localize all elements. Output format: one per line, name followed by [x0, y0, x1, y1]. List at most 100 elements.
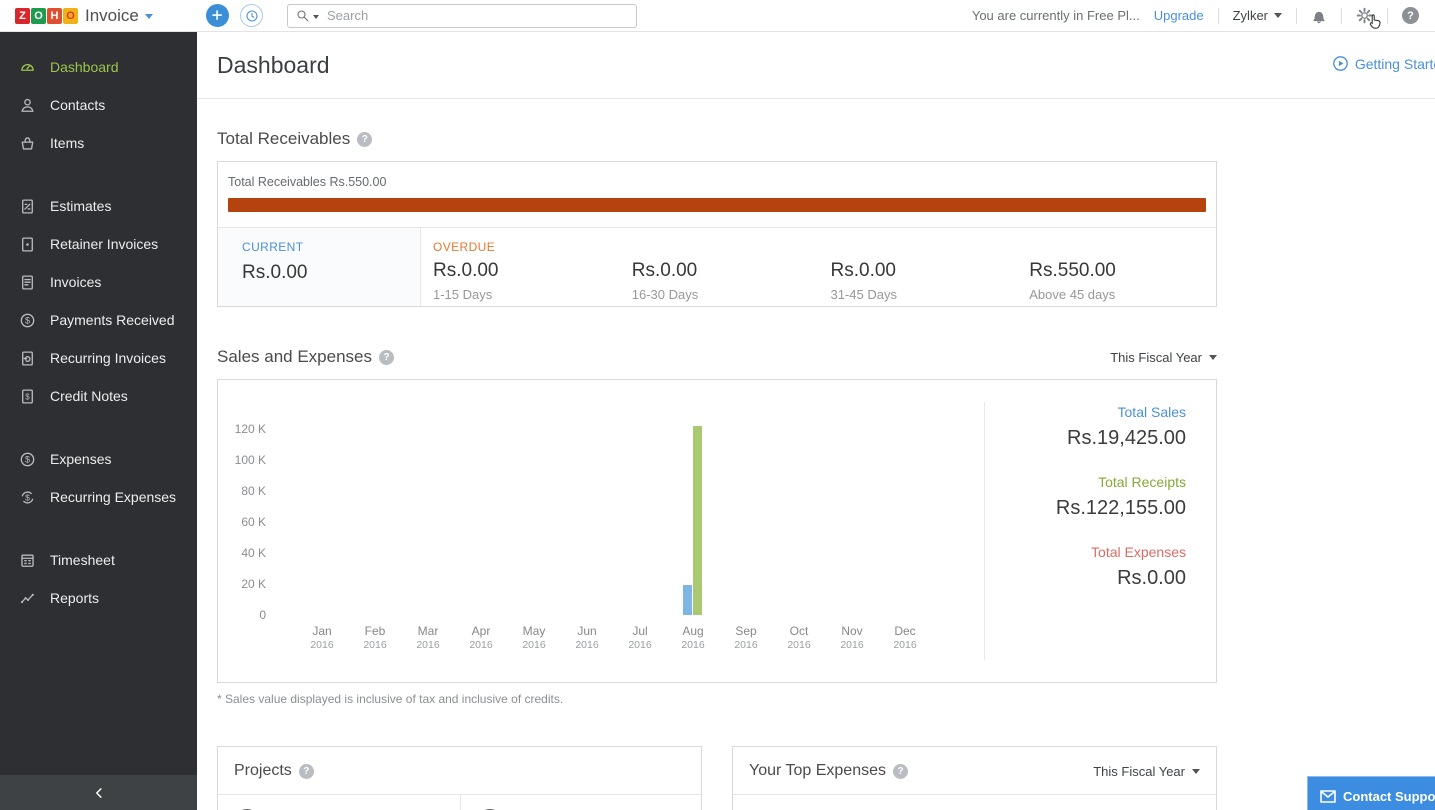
svg-text:$: $ — [25, 492, 30, 502]
receivable-bucket: Rs.0.00 16-30 Days — [620, 228, 819, 306]
invoices-icon — [19, 274, 36, 291]
total-label: Total Receipts — [1098, 474, 1186, 490]
project-cell — [218, 795, 460, 810]
retainer-invoices-icon — [19, 236, 36, 253]
top-expenses-title: Your Top Expenses ? — [749, 762, 908, 780]
top-expenses-card: Your Top Expenses ? This Fiscal Year — [732, 746, 1217, 810]
divider — [1217, 7, 1219, 24]
y-axis-tick: 80 K — [241, 484, 266, 498]
getting-started-link[interactable]: Getting Started — [1332, 55, 1435, 72]
y-axis-tick: 100 K — [234, 453, 266, 467]
current-amount: Rs.0.00 — [242, 262, 308, 283]
contacts-icon — [19, 97, 36, 114]
divider — [1296, 7, 1297, 24]
search-scope-caret-icon[interactable] — [313, 14, 319, 19]
projects-title: Projects ? — [234, 762, 314, 780]
receivables-help-icon[interactable]: ? — [357, 131, 373, 147]
sidebar-item-credit-notes[interactable]: $ Credit Notes — [0, 377, 197, 415]
sidebar-collapse-button[interactable] — [0, 775, 197, 810]
expenses-icon: $ — [19, 451, 36, 468]
sales-footnote: * Sales value displayed is inclusive of … — [217, 692, 564, 706]
y-axis-tick: 60 K — [241, 515, 266, 529]
sidebar-item-timesheet[interactable]: Timesheet — [0, 541, 197, 579]
sidebar-nav: Dashboard Contacts Items Estimates Retainer … — [0, 32, 197, 617]
sales-expenses-help-icon[interactable]: ? — [379, 349, 394, 365]
sidebar-item-label: Payments Received — [50, 312, 175, 328]
quick-create-button[interactable] — [206, 4, 229, 27]
sidebar-item-label: Expenses — [50, 451, 112, 467]
main-area: Dashboard Getting Started Total Receivab… — [197, 32, 1435, 810]
gear-icon — [1356, 7, 1373, 24]
search-input[interactable] — [327, 8, 628, 23]
sidebar-item-expenses[interactable]: $ Expenses — [0, 440, 197, 478]
sidebar-item-recurring-invoices[interactable]: Recurring Invoices — [0, 339, 197, 377]
bar-sales-aug-2016[interactable] — [683, 584, 692, 615]
dashboard-icon — [19, 59, 36, 76]
total-total-sales: Total Sales Rs.19,425.00 — [985, 404, 1186, 450]
sidebar-item-estimates[interactable]: Estimates — [0, 187, 197, 225]
sidebar-item-contacts[interactable]: Contacts — [0, 86, 197, 124]
payments-received-icon: $ — [19, 312, 36, 329]
sidebar-item-label: Timesheet — [50, 552, 115, 568]
help-button[interactable]: ? — [1402, 7, 1419, 24]
notifications-button[interactable] — [1311, 8, 1327, 24]
divider — [1387, 7, 1388, 24]
receivables-bar[interactable] — [228, 198, 1206, 212]
bar-receipts-aug-2016[interactable] — [693, 425, 702, 615]
org-selector[interactable]: Zylker — [1233, 8, 1282, 23]
sidebar-item-items[interactable]: Items — [0, 124, 197, 162]
settings-button[interactable] — [1356, 7, 1373, 24]
y-axis-tick: 40 K — [241, 546, 266, 560]
x-axis-tick: Sep 2016 — [734, 624, 758, 651]
overdue-label — [1029, 240, 1216, 257]
projects-help-icon[interactable]: ? — [298, 763, 314, 779]
x-axis-tick: Oct 2016 — [787, 624, 811, 651]
contact-support-button[interactable]: Contact Support — [1307, 776, 1435, 810]
logo-tile: Z — [15, 7, 30, 24]
x-axis-tick: Mar 2016 — [416, 624, 440, 651]
sales-expenses-period-select[interactable]: This Fiscal Year — [1110, 350, 1217, 365]
caret-down-icon — [1192, 768, 1200, 774]
top-expenses-period-select[interactable]: This Fiscal Year — [1093, 764, 1200, 779]
play-circle-icon — [1332, 55, 1349, 72]
sidebar-item-recurring-expenses[interactable]: $ Recurring Expenses — [0, 478, 197, 516]
sales-expenses-section-title: Sales and Expenses ? — [217, 347, 394, 367]
receivables-summary: Total Receivables Rs.550.00 — [228, 175, 387, 189]
total-amount: Rs.19,425.00 — [1067, 427, 1186, 449]
bell-icon — [1311, 8, 1327, 24]
upgrade-link[interactable]: Upgrade — [1153, 8, 1204, 23]
x-axis-tick: May 2016 — [522, 624, 546, 651]
svg-text:$: $ — [25, 454, 30, 464]
bucket-range: 31-45 Days — [830, 287, 897, 302]
search-icon — [296, 9, 310, 23]
recent-activity-button[interactable] — [240, 4, 263, 27]
receivable-bucket: Rs.550.00 Above 45 days — [1017, 228, 1216, 306]
x-axis-tick: Jan 2016 — [310, 624, 334, 651]
total-total-receipts: Total Receipts Rs.122,155.00 — [985, 474, 1186, 520]
total-label: Total Expenses — [1091, 544, 1186, 560]
sidebar-item-invoices[interactable]: Invoices — [0, 263, 197, 301]
sidebar-item-payments-received[interactable]: $ Payments Received — [0, 301, 197, 339]
sales-expenses-card: 120 K 100 K 80 K 60 K 40 K 20 K 0 Jan 2016 Feb 201… — [217, 379, 1217, 683]
items-icon — [19, 135, 36, 152]
sidebar-item-label: Invoices — [50, 274, 102, 290]
product-switcher-caret-icon[interactable] — [144, 14, 153, 19]
sidebar-item-dashboard[interactable]: Dashboard — [0, 48, 197, 86]
page-title: Dashboard — [217, 51, 330, 78]
recurring-expenses-icon: $ — [19, 489, 36, 506]
bucket-amount: Rs.0.00 — [433, 260, 499, 281]
y-axis-tick: 20 K — [241, 577, 266, 591]
top-expenses-help-icon[interactable]: ? — [893, 763, 908, 779]
sidebar-item-label: Dashboard — [50, 59, 119, 75]
bucket-range: 16-30 Days — [631, 287, 699, 302]
sidebar-item-retainer-invoices[interactable]: Retainer Invoices — [0, 225, 197, 263]
sidebar-item-reports[interactable]: Reports — [0, 579, 197, 617]
search-box[interactable] — [287, 3, 637, 28]
bucket-amount: Rs.0.00 — [631, 260, 698, 281]
receivables-buckets: OVERDUE Rs.0.00 1-15 Days Rs.0.00 16-30 Days… — [421, 228, 1216, 306]
timesheet-icon — [19, 552, 36, 569]
chart-totals-panel: Total Sales Rs.19,425.00 Total Receipts Rs.… — [984, 402, 1216, 660]
